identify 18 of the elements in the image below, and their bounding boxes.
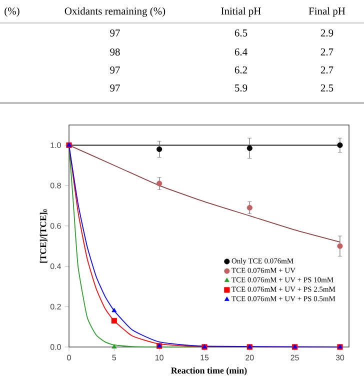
y-axis-title: [TCE]/[TCE]$_{0}$: [40, 209, 48, 263]
text: 6.2: [234, 66, 247, 74]
text: 2.9: [320, 29, 334, 37]
text: (%): [4, 7, 20, 17]
text: 97: [110, 66, 120, 74]
text: Final pH: [308, 7, 346, 17]
x-axis-title: Reaction time (min): [171, 367, 247, 376]
text: 6.4: [234, 48, 248, 56]
text: Initial pH: [221, 7, 261, 17]
text: 98: [110, 48, 120, 56]
text: Oxidants remaining (%): [64, 7, 166, 17]
text: 5.9: [235, 84, 248, 92]
text: 2.7: [320, 48, 334, 56]
text: 97: [110, 29, 120, 37]
text: 6.5: [234, 29, 248, 37]
text: 2.7: [320, 66, 334, 74]
text: 2.5: [320, 84, 334, 92]
text: 97: [110, 84, 120, 92]
